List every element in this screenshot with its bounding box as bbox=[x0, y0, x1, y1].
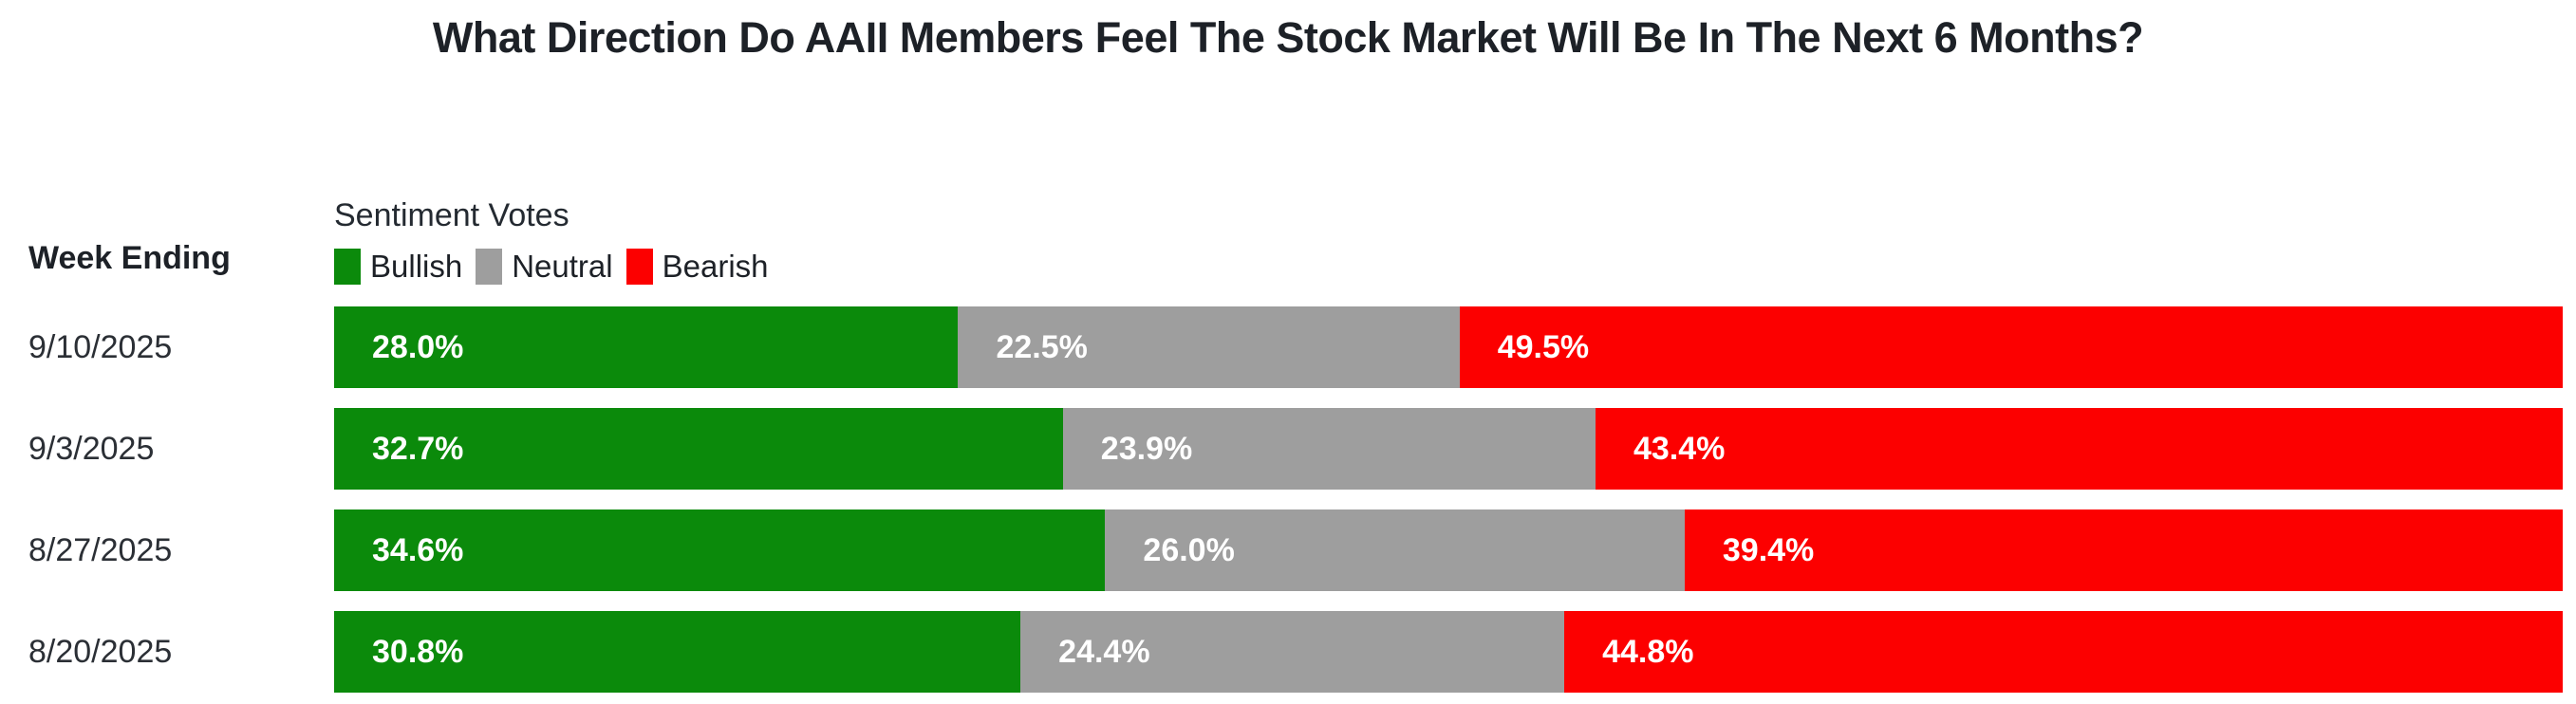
legend-item-label: Bullish bbox=[370, 249, 463, 285]
segment-value-label: 22.5% bbox=[996, 328, 1088, 365]
bar-segment-bearish: 39.4% bbox=[1684, 509, 2563, 592]
segment-value-label: 28.0% bbox=[372, 328, 464, 365]
legend-swatch-icon bbox=[476, 249, 503, 286]
stacked-bar: 30.8% 24.4% 44.8% bbox=[334, 611, 2563, 694]
segment-value-label: 44.8% bbox=[1602, 633, 1694, 670]
bar-segment-neutral: 26.0% bbox=[1105, 509, 1685, 592]
chart-row: 9/3/2025 32.7% 23.9% 43.4% bbox=[0, 408, 2576, 491]
segment-value-label: 49.5% bbox=[1497, 328, 1590, 365]
page-title: What Direction Do AAII Members Feel The … bbox=[432, 13, 2144, 62]
bar-segment-bearish: 43.4% bbox=[1595, 408, 2563, 491]
segment-value-label: 39.4% bbox=[1722, 531, 1815, 568]
week-ending-date-label: 8/20/2025 bbox=[28, 633, 173, 670]
chart-row: 8/20/2025 30.8% 24.4% 44.8% bbox=[0, 611, 2576, 694]
bar-segment-neutral: 23.9% bbox=[1062, 408, 1596, 491]
segment-value-label: 24.4% bbox=[1058, 633, 1150, 670]
bar-segment-bullish: 30.8% bbox=[334, 611, 1021, 694]
bar-segment-bearish: 44.8% bbox=[1564, 611, 2563, 694]
bar-segment-neutral: 22.5% bbox=[958, 306, 1460, 389]
legend-heading: Sentiment Votes bbox=[334, 197, 569, 233]
legend: Sentiment Votes Bullish Neutral Bearish bbox=[334, 197, 2576, 286]
segment-value-label: 23.9% bbox=[1100, 430, 1193, 467]
segment-value-label: 34.6% bbox=[372, 531, 464, 568]
week-ending-date-label: 9/3/2025 bbox=[28, 430, 155, 467]
segment-value-label: 26.0% bbox=[1143, 531, 1235, 568]
stacked-bar-chart: 9/10/2025 28.0% 22.5% 49.5% 9/3/2025 32.… bbox=[0, 306, 2576, 694]
week-ending-date-label: 9/10/2025 bbox=[28, 328, 173, 365]
legend-items: Bullish Neutral Bearish bbox=[334, 248, 2576, 286]
stacked-bar: 28.0% 22.5% 49.5% bbox=[334, 306, 2563, 389]
stacked-bar: 34.6% 26.0% 39.4% bbox=[334, 509, 2563, 592]
bar-segment-bullish: 34.6% bbox=[334, 509, 1106, 592]
legend-item: Bearish bbox=[625, 249, 769, 286]
legend-swatch-icon bbox=[334, 249, 361, 286]
chart-row: 9/10/2025 28.0% 22.5% 49.5% bbox=[0, 306, 2576, 389]
chart-row: 8/27/2025 34.6% 26.0% 39.4% bbox=[0, 509, 2576, 592]
legend-item-label: Neutral bbox=[512, 249, 613, 285]
bar-segment-neutral: 24.4% bbox=[1020, 611, 1565, 694]
legend-swatch-icon bbox=[625, 249, 653, 286]
legend-item: Neutral bbox=[476, 249, 613, 286]
week-ending-date-label: 8/27/2025 bbox=[28, 531, 173, 568]
bar-segment-bearish: 49.5% bbox=[1459, 306, 2563, 389]
legend-item: Bullish bbox=[334, 249, 463, 286]
segment-value-label: 32.7% bbox=[372, 430, 464, 467]
week-ending-axis-header: Week Ending bbox=[28, 240, 231, 276]
segment-value-label: 30.8% bbox=[372, 633, 464, 670]
legend-item-label: Bearish bbox=[662, 249, 769, 285]
stacked-bar: 32.7% 23.9% 43.4% bbox=[334, 408, 2563, 491]
bar-segment-bullish: 28.0% bbox=[334, 306, 959, 389]
bar-segment-bullish: 32.7% bbox=[334, 408, 1063, 491]
segment-value-label: 43.4% bbox=[1633, 430, 1726, 467]
